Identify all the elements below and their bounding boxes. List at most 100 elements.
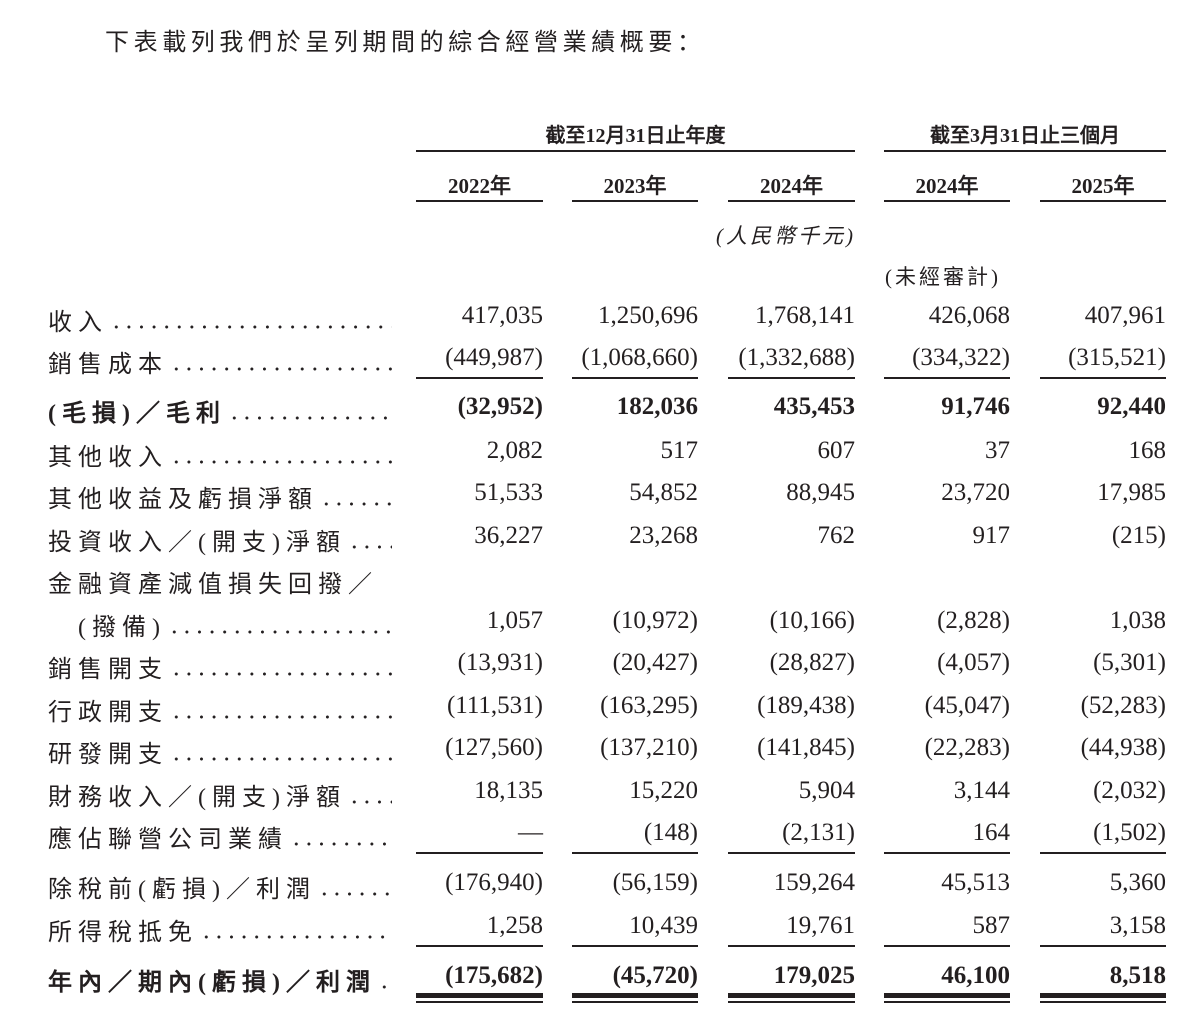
total-double-rule [884, 1001, 1010, 1003]
row-label: 研發開支 [48, 734, 392, 769]
cell-value: 1,250,696 [598, 302, 698, 329]
table-row: 除稅前(虧損)／利潤 (176,940) (56,159) 159,264 45,513… [0, 869, 1204, 905]
unaudited-label: (未經審計) [885, 265, 1001, 289]
dot-leader [227, 397, 392, 421]
cell-value: (13,931) [457, 649, 543, 676]
cell-value: 607 [817, 437, 856, 464]
dot-leader [167, 611, 392, 635]
cell-value: 46,100 [941, 962, 1010, 989]
table-row: 收入 417,035 1,250,696 1,768,141 426,068 407,96… [0, 302, 1204, 338]
cell-value: 91,746 [941, 393, 1010, 420]
year-rule [572, 200, 698, 202]
cell-value: (141,845) [757, 734, 855, 761]
cell-value: (449,987) [445, 344, 543, 371]
cell-value: 88,945 [786, 479, 855, 506]
cell-value: (315,521) [1068, 344, 1166, 371]
dot-leader [290, 823, 392, 847]
row-label-text: 除稅前(虧損)／利潤 [48, 877, 316, 903]
row-label: 銷售開支 [48, 649, 392, 684]
row-label: 收入 [48, 302, 392, 337]
year-rule [1040, 200, 1166, 202]
table-row: 年內／期內(虧損)／利潤 (175,682) (45,720) 179,025 46,1… [0, 962, 1204, 998]
cell-value: 426,068 [928, 302, 1010, 329]
cell-value: (28,827) [769, 649, 855, 676]
cell-value: — [518, 819, 543, 846]
dot-leader [170, 738, 392, 762]
row-label: 年內／期內(虧損)／利潤 [48, 962, 392, 997]
cell-value: 1,057 [486, 607, 543, 634]
year-header-2024-q1: 2024年 [915, 174, 979, 198]
row-label: 銷售成本 [48, 344, 392, 379]
cell-value: (20,427) [612, 649, 698, 676]
table-row: 財務收入／(開支)淨額 18,135 15,220 5,904 3,144 (2,032) [0, 777, 1204, 813]
year-header-2023: 2023年 [603, 174, 667, 198]
row-label: (毛損)／毛利 [48, 393, 392, 428]
dot-leader [200, 916, 392, 940]
subtotal-rule [1040, 377, 1166, 379]
table-row: 銷售成本 (449,987) (1,068,660) (1,332,688) (334,… [0, 344, 1204, 380]
cell-value: (148) [643, 819, 698, 846]
total-double-rule [572, 993, 698, 998]
subtotal-rule [572, 377, 698, 379]
row-label: 金融資產減值損失回撥／ [48, 564, 392, 599]
cell-value: (163,295) [600, 692, 698, 719]
cell-value: 45,513 [941, 869, 1010, 896]
year-rule [728, 200, 855, 202]
row-label-text: 應佔聯營公司業績 [48, 827, 288, 853]
cell-value: (137,210) [600, 734, 698, 761]
cell-value: 2,082 [486, 437, 543, 464]
cell-value: (111,531) [446, 692, 543, 719]
row-label-text: 研發開支 [48, 742, 168, 768]
cell-value: 1,038 [1109, 607, 1166, 634]
table-row: (撥備) 1,057 (10,972) (10,166) (2,828) 1,038 [0, 607, 1204, 643]
cell-value: (127,560) [445, 734, 543, 761]
dot-leader [347, 781, 392, 805]
cell-value: 3,158 [1109, 912, 1166, 939]
row-label-text: 行政開支 [48, 700, 168, 726]
row-label: 應佔聯營公司業績 [48, 819, 392, 854]
cell-value: (215) [1111, 522, 1166, 549]
cell-value: 3,144 [953, 777, 1010, 804]
row-label-text: 財務收入／(開支)淨額 [48, 785, 346, 811]
cell-value: 5,360 [1109, 869, 1166, 896]
cell-value: 762 [817, 522, 856, 549]
cell-value: 435,453 [773, 393, 855, 420]
table-row: 銷售開支 (13,931) (20,427) (28,827) (4,057) (5,30… [0, 649, 1204, 685]
cell-value: 17,985 [1097, 479, 1166, 506]
cell-value: 164 [972, 819, 1011, 846]
cell-value: (334,322) [912, 344, 1010, 371]
cell-value: 168 [1128, 437, 1167, 464]
table-row: 金融資產減值損失回撥／ [0, 564, 1204, 600]
row-label-text: 其他收入 [48, 445, 168, 471]
row-label-text: 投資收入／(開支)淨額 [48, 530, 346, 556]
dot-leader [377, 966, 392, 990]
cell-value: 51,533 [474, 479, 543, 506]
cell-value: 19,761 [786, 912, 855, 939]
table-row: 行政開支 (111,531) (163,295) (189,438) (45,047) (… [0, 692, 1204, 728]
cell-value: 1,768,141 [755, 302, 855, 329]
cell-value: (175,682) [445, 962, 543, 989]
year-rule [416, 200, 543, 202]
cell-value: (1,502) [1093, 819, 1166, 846]
row-label-text: 收入 [48, 310, 108, 336]
table-row: 研發開支 (127,560) (137,210) (141,845) (22,283) (… [0, 734, 1204, 770]
cell-value: 917 [972, 522, 1011, 549]
cell-value: (2,131) [782, 819, 855, 846]
cell-value: 159,264 [773, 869, 855, 896]
dot-leader [170, 348, 392, 372]
cell-value: (1,068,660) [581, 344, 698, 371]
row-label: 其他收益及虧損淨額 [48, 479, 392, 514]
header-three-months: 截至3月31日止三個月 [930, 125, 1120, 147]
cell-value: (1,332,688) [738, 344, 855, 371]
table-row: (毛損)／毛利 (32,952) 182,036 435,453 91,746 92,44… [0, 393, 1204, 429]
cell-value: 417,035 [461, 302, 543, 329]
row-label-text: 金融資產減值損失回撥／ [48, 572, 378, 598]
row-label-text: (毛損)／毛利 [48, 401, 226, 427]
row-label-text: 銷售成本 [48, 352, 168, 378]
subtotal-rule [416, 377, 543, 379]
total-double-rule [728, 993, 855, 998]
header-rule [416, 150, 855, 152]
row-label-text: 所得稅抵免 [48, 920, 198, 946]
table-row: 應佔聯營公司業績 — (148) (2,131) 164 (1,502) [0, 819, 1204, 855]
subtotal-rule [416, 945, 543, 947]
